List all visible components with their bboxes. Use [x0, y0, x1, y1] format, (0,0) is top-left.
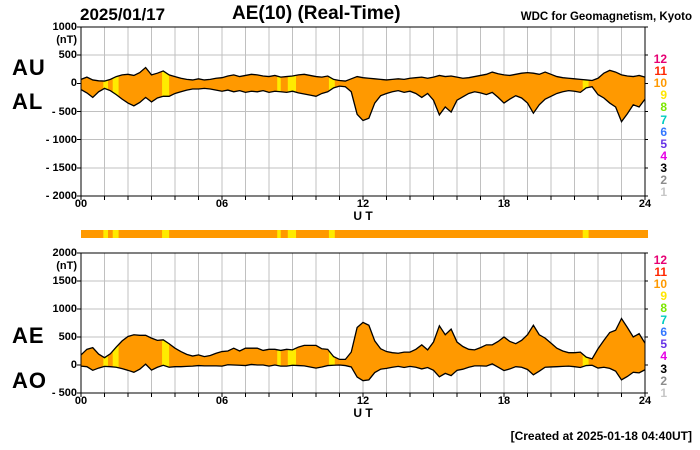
date-title: 2025/01/17 — [80, 5, 166, 24]
ae-series-label: AE — [12, 323, 45, 348]
y-tick-label: 1000 — [52, 21, 77, 33]
station-count-12: 12 — [653, 253, 667, 267]
station-count-11: 11 — [654, 64, 667, 79]
station-count-2: 2 — [660, 173, 667, 187]
data-quality-bar — [81, 230, 648, 238]
ao-series-label: AO — [12, 368, 47, 393]
station-count-4: 4 — [660, 148, 667, 163]
created-timestamp: [Created at 2025-01-18 04:40UT] — [510, 429, 692, 443]
y-tick-label: 0 — [70, 77, 77, 90]
x-tick-label: 18 — [497, 395, 511, 407]
y-tick-label: 500 — [58, 331, 77, 343]
y-tick-label: 1500 — [52, 275, 77, 287]
panel-AE-AO panel — [77, 252, 648, 397]
station-count-2: 2 — [660, 373, 667, 388]
y-tick-label: - 1500 — [45, 161, 77, 174]
y-tick-label: 500 — [58, 49, 77, 62]
y-tick-label: - 500 — [51, 105, 77, 118]
y-tick-label: 2000 — [52, 247, 77, 259]
y-tick-label: - 500 — [51, 387, 77, 399]
station-count-3: 3 — [660, 160, 667, 175]
station-count-1: 1 — [660, 185, 667, 200]
x-tick-label: 12 — [356, 395, 370, 407]
bottom-xaxis-title: U T — [353, 406, 373, 420]
x-tick-label: 18 — [497, 198, 511, 210]
station-count-8: 8 — [660, 100, 667, 115]
station-count-10: 10 — [653, 277, 667, 292]
y-tick-label: 1000 — [52, 303, 77, 315]
top-xaxis-title: U T — [353, 209, 373, 223]
station-count-7: 7 — [660, 313, 667, 328]
y-tick-label: 0 — [70, 359, 77, 371]
source-credit: WDC for Geomagnetism, Kyoto — [520, 11, 692, 23]
station-count-9: 9 — [660, 88, 667, 103]
station-count-4: 4 — [660, 349, 667, 364]
x-tick-label: 00 — [74, 395, 88, 407]
panel-AU-AL panel — [77, 26, 648, 200]
station-count-3: 3 — [660, 361, 667, 376]
x-tick-label: 12 — [356, 198, 370, 210]
x-tick-label: 24 — [638, 198, 652, 210]
page-title: AE(10) (Real-Time) — [232, 3, 401, 24]
station-count-1: 1 — [660, 385, 667, 400]
au-series-label: AU — [12, 55, 46, 80]
station-count-11: 11 — [654, 265, 667, 280]
y-tick-label: - 2000 — [45, 190, 77, 202]
station-count-12: 12 — [653, 52, 667, 66]
y-tick-label: - 1000 — [45, 133, 77, 146]
station-count-5: 5 — [660, 136, 667, 151]
x-tick-label: 24 — [638, 395, 652, 407]
station-count-6: 6 — [660, 124, 667, 139]
y-axis-unit: (nT) — [56, 34, 77, 46]
x-tick-label: 06 — [215, 395, 229, 407]
station-count-9: 9 — [660, 289, 667, 304]
al-series-label: AL — [12, 89, 44, 114]
station-count-10: 10 — [653, 76, 667, 91]
station-count-6: 6 — [660, 325, 667, 340]
x-tick-label: 06 — [215, 198, 229, 210]
station-count-5: 5 — [660, 337, 667, 352]
station-count-7: 7 — [660, 112, 667, 127]
x-tick-label: 00 — [74, 198, 88, 210]
y-axis-unit: (nT) — [56, 260, 77, 272]
station-count-8: 8 — [660, 301, 667, 316]
